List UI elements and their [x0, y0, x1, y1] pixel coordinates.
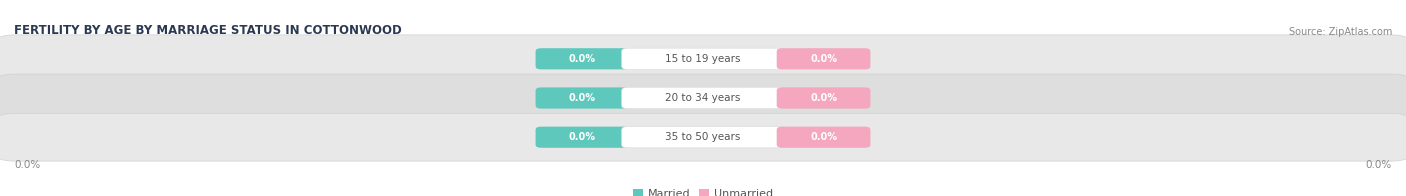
- Text: 0.0%: 0.0%: [1365, 160, 1392, 170]
- Text: FERTILITY BY AGE BY MARRIAGE STATUS IN COTTONWOOD: FERTILITY BY AGE BY MARRIAGE STATUS IN C…: [14, 24, 402, 37]
- FancyBboxPatch shape: [0, 113, 1406, 161]
- Text: 35 to 50 years: 35 to 50 years: [665, 132, 741, 142]
- FancyBboxPatch shape: [536, 127, 630, 148]
- FancyBboxPatch shape: [621, 87, 785, 109]
- FancyBboxPatch shape: [776, 127, 870, 148]
- FancyBboxPatch shape: [0, 35, 1406, 83]
- Text: 0.0%: 0.0%: [569, 132, 596, 142]
- Text: 0.0%: 0.0%: [810, 54, 837, 64]
- Text: 0.0%: 0.0%: [569, 54, 596, 64]
- Legend: Married, Unmarried: Married, Unmarried: [633, 189, 773, 196]
- FancyBboxPatch shape: [776, 48, 870, 69]
- FancyBboxPatch shape: [0, 74, 1406, 122]
- FancyBboxPatch shape: [536, 87, 630, 109]
- FancyBboxPatch shape: [776, 87, 870, 109]
- Text: Source: ZipAtlas.com: Source: ZipAtlas.com: [1288, 27, 1392, 37]
- Text: 15 to 19 years: 15 to 19 years: [665, 54, 741, 64]
- FancyBboxPatch shape: [536, 48, 630, 69]
- Text: 0.0%: 0.0%: [810, 93, 837, 103]
- Text: 0.0%: 0.0%: [810, 132, 837, 142]
- FancyBboxPatch shape: [621, 127, 785, 148]
- Text: 20 to 34 years: 20 to 34 years: [665, 93, 741, 103]
- Text: 0.0%: 0.0%: [569, 93, 596, 103]
- Text: 0.0%: 0.0%: [14, 160, 41, 170]
- FancyBboxPatch shape: [621, 48, 785, 69]
